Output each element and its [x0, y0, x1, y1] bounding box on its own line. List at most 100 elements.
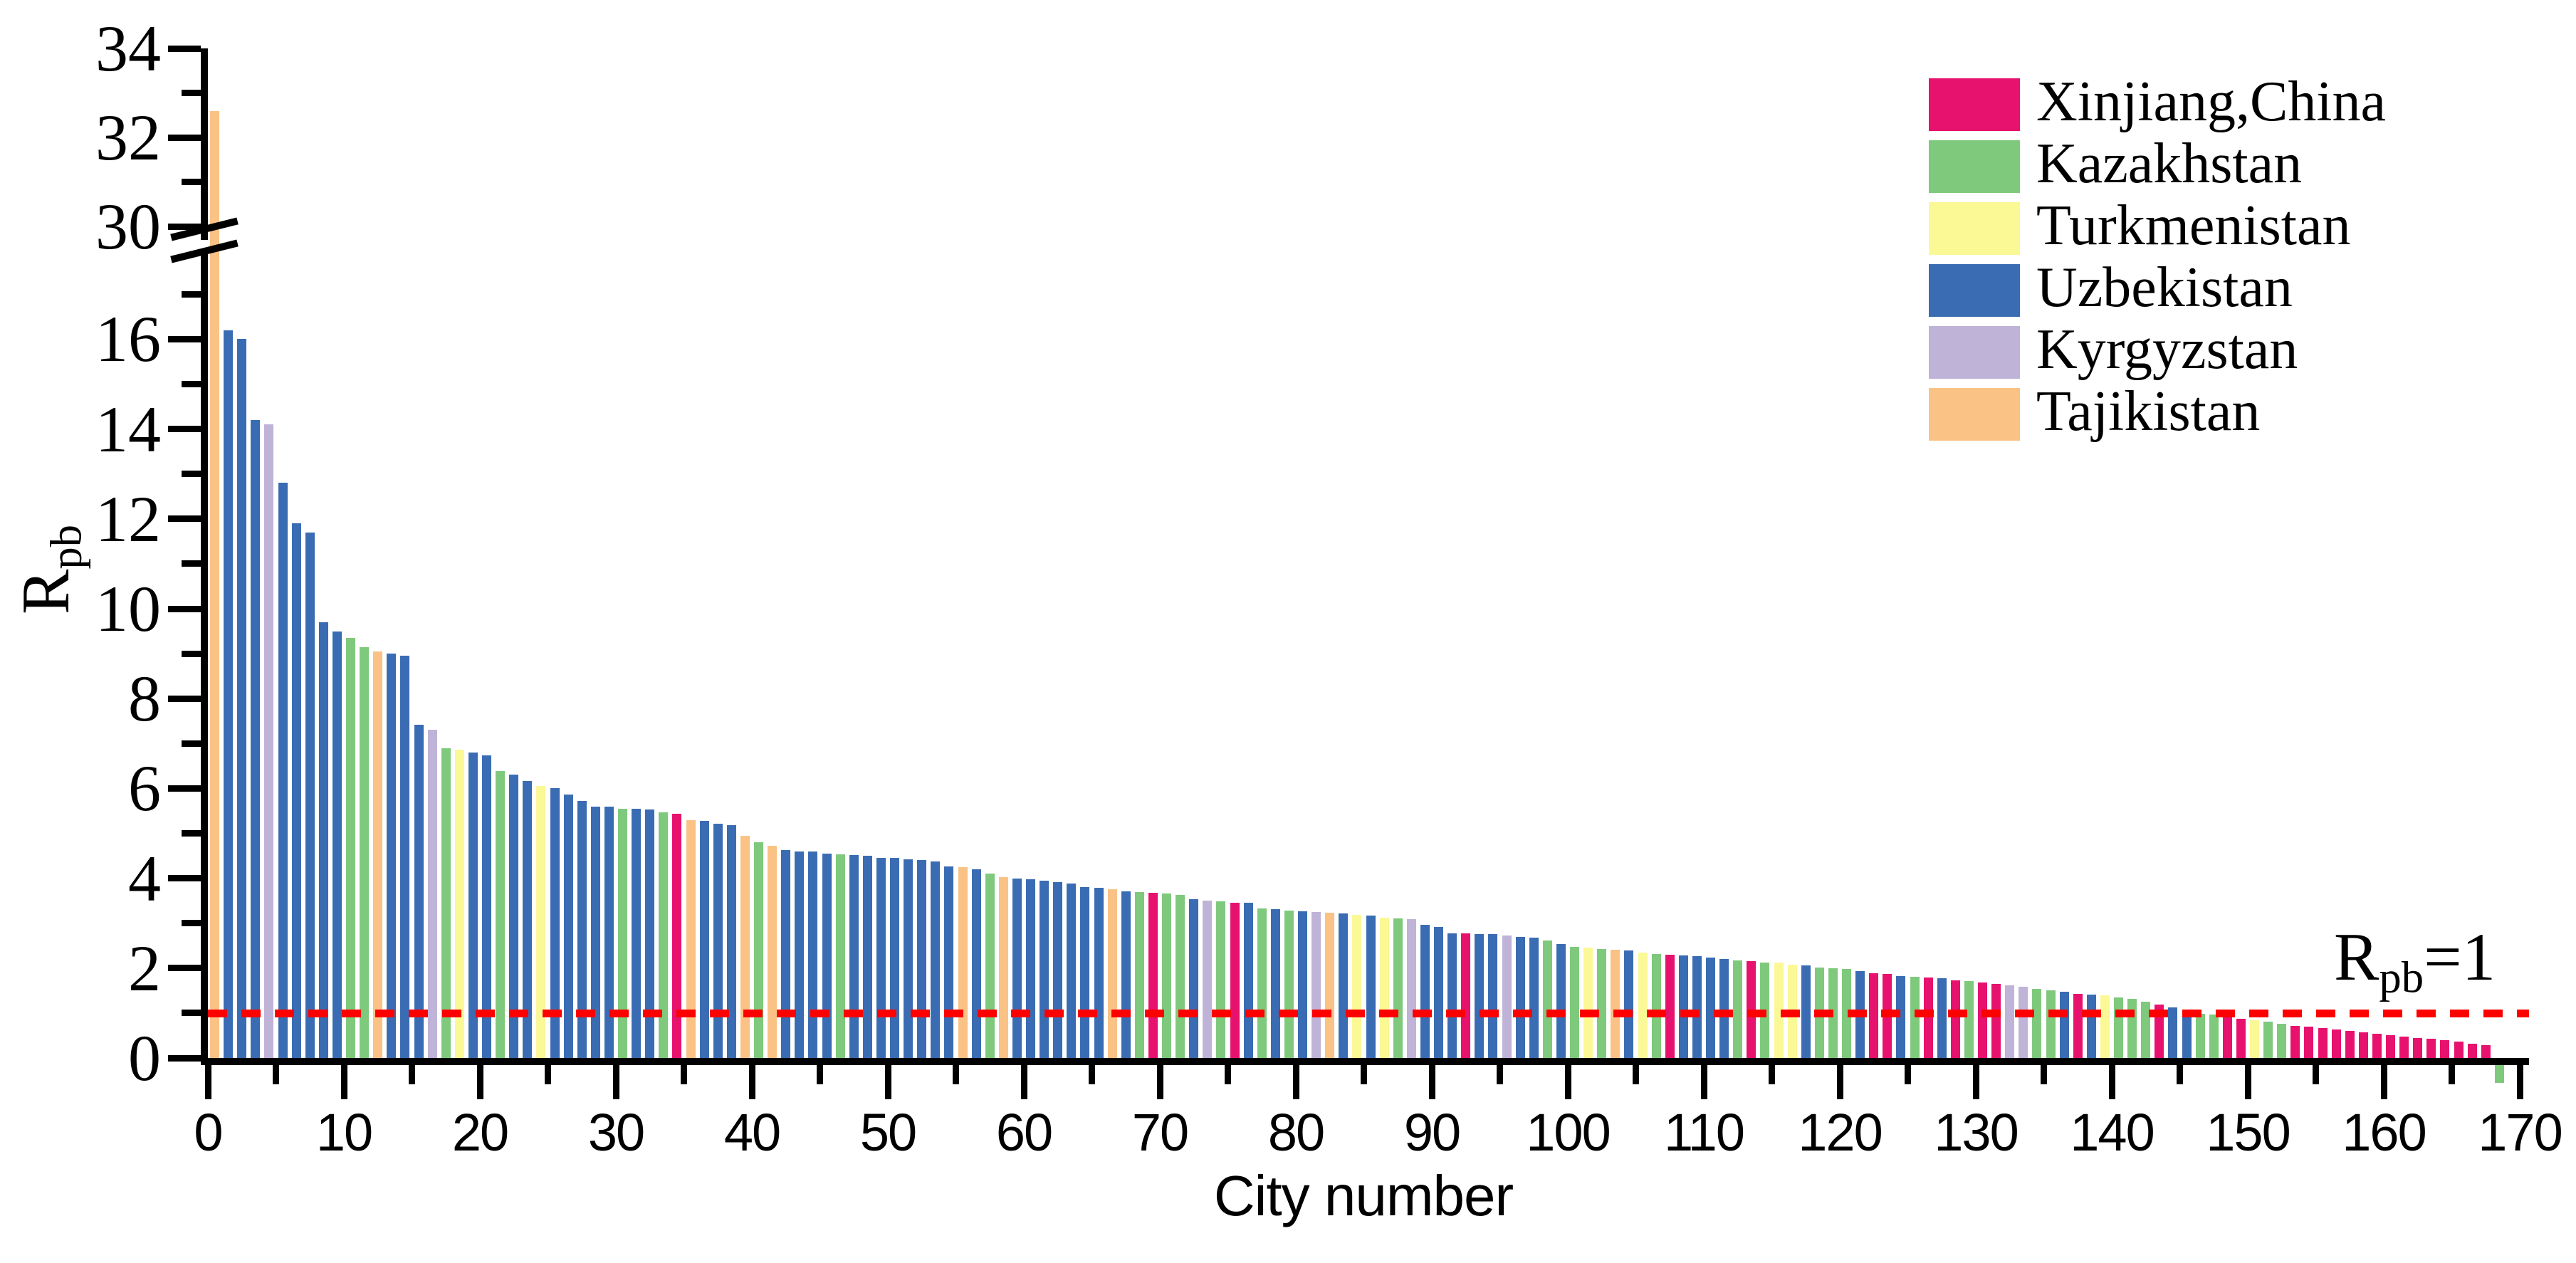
y-axis-title: Rpb [8, 524, 91, 615]
x-tick-label: 130 [1934, 1103, 2019, 1162]
x-major-tick [2516, 1065, 2523, 1099]
bar [740, 835, 750, 1058]
bar [1243, 903, 1253, 1058]
y-tick-label: 8 [128, 662, 161, 735]
bar [699, 820, 709, 1058]
bar [1706, 958, 1716, 1058]
bar [1067, 883, 1077, 1058]
bar [1352, 914, 1362, 1058]
bar [2440, 1040, 2450, 1058]
x-tick-label: 150 [2206, 1103, 2290, 1162]
bar [795, 851, 805, 1058]
bar [2182, 1010, 2192, 1058]
bar [1434, 927, 1444, 1058]
y-major-tick [168, 515, 201, 523]
bar [291, 523, 301, 1058]
bar [1678, 955, 1688, 1058]
x-minor-tick [545, 1065, 551, 1084]
bar [713, 823, 723, 1058]
bar [2222, 1017, 2232, 1058]
x-minor-tick [681, 1065, 687, 1084]
bar [1950, 980, 1960, 1058]
x-minor-tick [817, 1065, 823, 1084]
bar [224, 330, 234, 1058]
y-tick-label: 12 [95, 482, 161, 555]
x-minor-tick [409, 1065, 415, 1084]
bar [2386, 1034, 2396, 1058]
x-minor-tick [1089, 1065, 1095, 1084]
bar [482, 755, 492, 1058]
bar [2236, 1019, 2246, 1058]
y-major-tick [168, 875, 201, 882]
x-minor-tick [1361, 1065, 1367, 1084]
x-tick-label: 20 [451, 1103, 509, 1162]
x-minor-tick [1769, 1065, 1775, 1084]
y-minor-tick [182, 290, 201, 298]
x-tick-label: 50 [859, 1103, 917, 1162]
bar [931, 861, 941, 1058]
bar [387, 654, 397, 1058]
bar [278, 483, 288, 1058]
x-major-tick [1564, 1065, 1571, 1099]
bar [2263, 1021, 2273, 1058]
y-major-tick [168, 134, 201, 141]
y-major-tick [168, 223, 201, 230]
bar [1325, 912, 1335, 1058]
bar [971, 869, 981, 1058]
y-minor-tick [182, 90, 201, 96]
bar [2168, 1007, 2178, 1058]
bar [768, 846, 777, 1058]
bar [1733, 960, 1743, 1058]
bar [2481, 1045, 2491, 1058]
x-major-tick [2380, 1065, 2387, 1099]
bar [904, 859, 913, 1058]
bar [2318, 1028, 2328, 1058]
bar [2358, 1032, 2368, 1058]
bar [1638, 953, 1648, 1058]
bar [1406, 919, 1416, 1058]
bar [2046, 990, 2056, 1058]
legend-label: Tajikistan [2036, 380, 2261, 443]
bar [305, 532, 315, 1058]
bar [1094, 887, 1104, 1058]
bar [1529, 937, 1539, 1058]
x-major-tick [1836, 1065, 1843, 1099]
bar [1162, 893, 1172, 1058]
bar [400, 656, 410, 1058]
bar [1556, 944, 1566, 1058]
bar [346, 638, 356, 1058]
bar [1216, 901, 1226, 1058]
bar [2019, 986, 2028, 1058]
legend-swatch-xinjiang-china [1929, 78, 2020, 131]
x-major-tick [476, 1065, 483, 1099]
x-major-tick [340, 1065, 347, 1099]
x-tick-label: 100 [1526, 1103, 1611, 1162]
bar [2086, 995, 2096, 1058]
x-major-tick [2244, 1065, 2251, 1099]
bar [1937, 978, 1947, 1058]
x-axis-title: City number [1213, 1164, 1514, 1227]
bar [2127, 999, 2137, 1058]
bar [686, 819, 696, 1058]
x-major-tick [1972, 1065, 1979, 1099]
y-minor-tick [182, 830, 201, 837]
bar [2304, 1027, 2314, 1058]
bar [414, 724, 424, 1058]
legend-label: Kazakhstan [2036, 132, 2303, 195]
bar [509, 774, 519, 1058]
y-minor-tick [182, 179, 201, 185]
bar [1420, 924, 1430, 1058]
x-tick-label: 10 [315, 1103, 373, 1162]
bar [1012, 878, 1022, 1058]
legend-label: Uzbekistan [2036, 256, 2293, 319]
bar [332, 631, 342, 1058]
bar [360, 646, 370, 1058]
bar [550, 787, 560, 1058]
bar [618, 808, 628, 1058]
bar [659, 812, 669, 1058]
y-major-tick [168, 335, 201, 342]
bar [563, 795, 573, 1058]
y-major-tick [168, 605, 201, 612]
bar [876, 857, 886, 1058]
bar [2426, 1039, 2436, 1058]
